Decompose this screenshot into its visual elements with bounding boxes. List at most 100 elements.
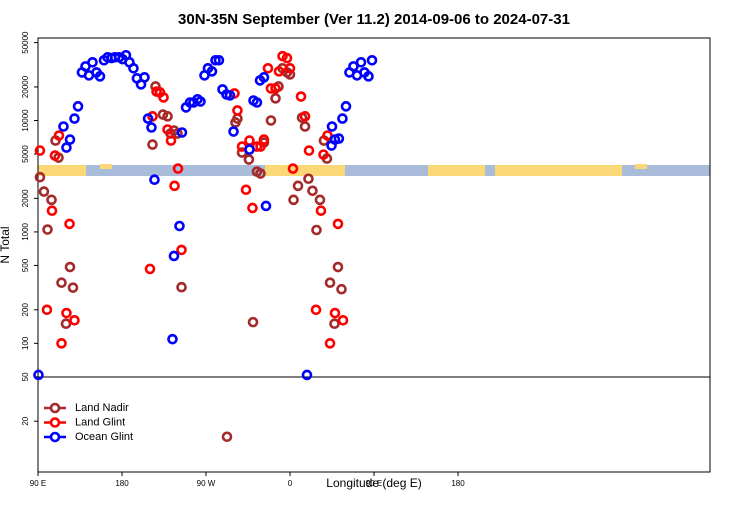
x-tick-label: 90 E (366, 479, 382, 488)
point (174, 220, 185, 232)
y-tick-label: 50 (21, 372, 30, 381)
point (146, 122, 157, 133)
point (340, 101, 352, 112)
point (228, 126, 239, 137)
point (295, 91, 307, 102)
point (288, 194, 299, 206)
point (332, 261, 344, 273)
point (336, 283, 347, 295)
point (311, 224, 322, 236)
x-tick-label: 90 W (197, 479, 216, 488)
point (46, 194, 57, 206)
point (34, 145, 46, 156)
point (58, 121, 69, 132)
point (315, 205, 327, 217)
point (162, 124, 173, 135)
surface-band (38, 164, 710, 176)
point (326, 121, 338, 132)
point (176, 281, 187, 293)
point (232, 105, 243, 116)
point (128, 63, 139, 74)
point (87, 56, 98, 68)
point (244, 135, 255, 146)
point (158, 92, 169, 103)
point (69, 314, 80, 326)
point (165, 135, 177, 146)
y-tick-label: 20 (21, 416, 30, 425)
point (213, 54, 225, 66)
point (284, 69, 296, 80)
point (299, 121, 311, 132)
point (366, 54, 378, 66)
point (139, 72, 150, 83)
point (310, 304, 322, 316)
y-tick-label: 50000 (21, 31, 30, 54)
point (333, 133, 345, 144)
y-tick-label: 200 (21, 303, 30, 317)
point (144, 263, 156, 275)
point (265, 83, 277, 94)
legend-marker (49, 402, 61, 414)
plot-frame (37, 37, 711, 473)
point (168, 250, 180, 262)
point (34, 171, 46, 183)
point (221, 431, 233, 443)
point (243, 154, 255, 165)
point (72, 101, 84, 112)
point (142, 113, 154, 124)
point (337, 314, 349, 326)
point (61, 307, 72, 319)
point (260, 200, 272, 212)
point (176, 127, 188, 138)
y-tick-label: 10000 (21, 109, 30, 132)
y-tick-label: 1000 (21, 222, 30, 240)
point (69, 113, 80, 124)
point (329, 318, 340, 330)
point (255, 168, 266, 179)
point (303, 173, 314, 185)
point (60, 318, 72, 330)
point (172, 163, 184, 174)
point (307, 185, 318, 197)
point (64, 261, 76, 273)
point (314, 194, 326, 206)
point (318, 149, 329, 160)
point (149, 174, 160, 186)
point (167, 333, 178, 345)
x-tick-label: 0 (288, 479, 293, 488)
point (224, 90, 236, 101)
point (270, 83, 281, 94)
point (270, 93, 281, 104)
point (355, 56, 367, 68)
x-tick-label: 90 E (30, 479, 46, 488)
point (162, 111, 173, 122)
point (284, 63, 296, 74)
point (56, 277, 67, 289)
point (56, 338, 67, 349)
point (41, 304, 53, 316)
legend-marker (49, 431, 61, 443)
point (273, 66, 285, 77)
point (169, 180, 180, 192)
y-tick-label: 500 (21, 258, 30, 272)
point (322, 130, 333, 141)
point (244, 144, 255, 155)
y-tick-label: 20000 (21, 75, 30, 98)
legend-marker (49, 417, 61, 428)
point (46, 205, 58, 217)
point (258, 72, 270, 83)
point (94, 71, 106, 82)
point (292, 180, 304, 192)
point (247, 202, 258, 214)
point (42, 224, 53, 235)
point (329, 307, 341, 319)
point (337, 113, 348, 124)
point (363, 71, 374, 82)
point (265, 115, 277, 126)
point (324, 277, 336, 289)
legend: Land Nadir Land Glint Ocean Glint (44, 402, 133, 443)
point (64, 218, 75, 230)
point (324, 338, 336, 349)
point (299, 111, 311, 122)
point (64, 134, 76, 145)
